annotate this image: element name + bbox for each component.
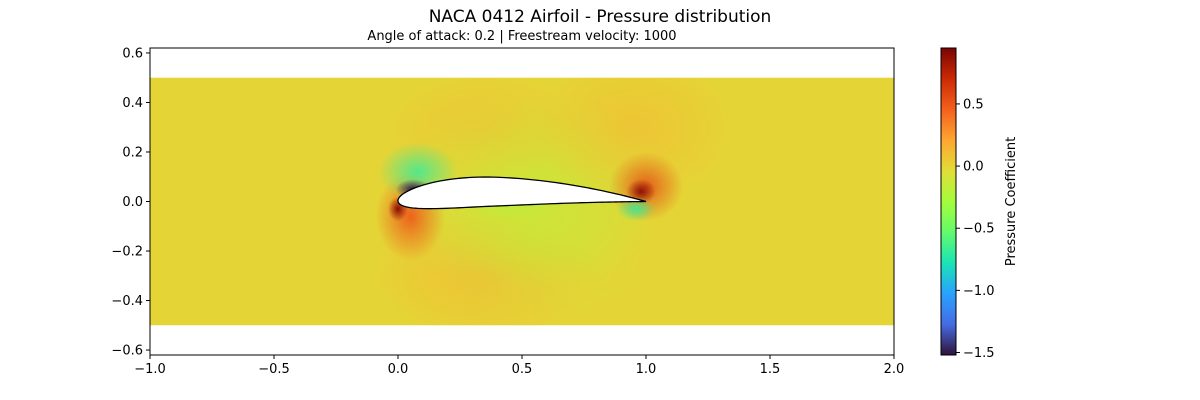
colorbar-ticks: 0.5 0.0 −0.5 −1.0 −1.5 xyxy=(956,97,995,361)
plot-area xyxy=(149,47,895,356)
pressure-blob xyxy=(534,77,733,202)
y-tick-label: −0.4 xyxy=(111,294,143,309)
x-tick-label: 0.0 xyxy=(388,362,409,377)
colorbar: 0.5 0.0 −0.5 −1.0 −1.5 Pressure Coefficient xyxy=(940,47,1019,361)
colorbar-tick-label: −0.5 xyxy=(963,222,995,237)
x-tick-label: −0.5 xyxy=(258,362,290,377)
chart-title: NACA 0412 Airfoil - Pressure distributio… xyxy=(429,7,772,27)
y-tick-label: −0.2 xyxy=(111,245,143,260)
colorbar-tick-label: −1.0 xyxy=(963,284,995,299)
colorbar-tick-label: −1.5 xyxy=(963,346,995,361)
y-tick-label: 0.4 xyxy=(122,96,143,111)
y-tick-label: 0.6 xyxy=(122,46,143,61)
chart-subtitle: Angle of attack: 0.2 | Freestream veloci… xyxy=(367,29,676,44)
airfoil-shape xyxy=(397,176,647,210)
y-tick-label: −0.6 xyxy=(111,344,143,359)
colorbar-gradient xyxy=(941,48,956,355)
x-axis: −1.0 −0.5 0.0 0.5 1.0 1.5 2.0 xyxy=(134,355,904,377)
x-tick-label: 1.0 xyxy=(636,362,657,377)
x-tick-label: 1.5 xyxy=(760,362,781,377)
colorbar-tick-label: 0.0 xyxy=(963,160,984,175)
y-axis: 0.6 0.4 0.2 0.0 −0.2 −0.4 −0.6 xyxy=(111,46,150,359)
colorbar-tick-label: 0.5 xyxy=(963,97,984,112)
x-tick-label: 0.5 xyxy=(512,362,533,377)
y-tick-label: 0.2 xyxy=(122,145,143,160)
x-tick-label: 2.0 xyxy=(884,362,905,377)
colorbar-label: Pressure Coefficient xyxy=(1004,137,1019,266)
x-tick-label: −1.0 xyxy=(134,362,166,377)
pressure-blob xyxy=(616,196,656,222)
y-tick-label: 0.0 xyxy=(122,195,143,210)
colorbar-frame xyxy=(940,47,957,356)
